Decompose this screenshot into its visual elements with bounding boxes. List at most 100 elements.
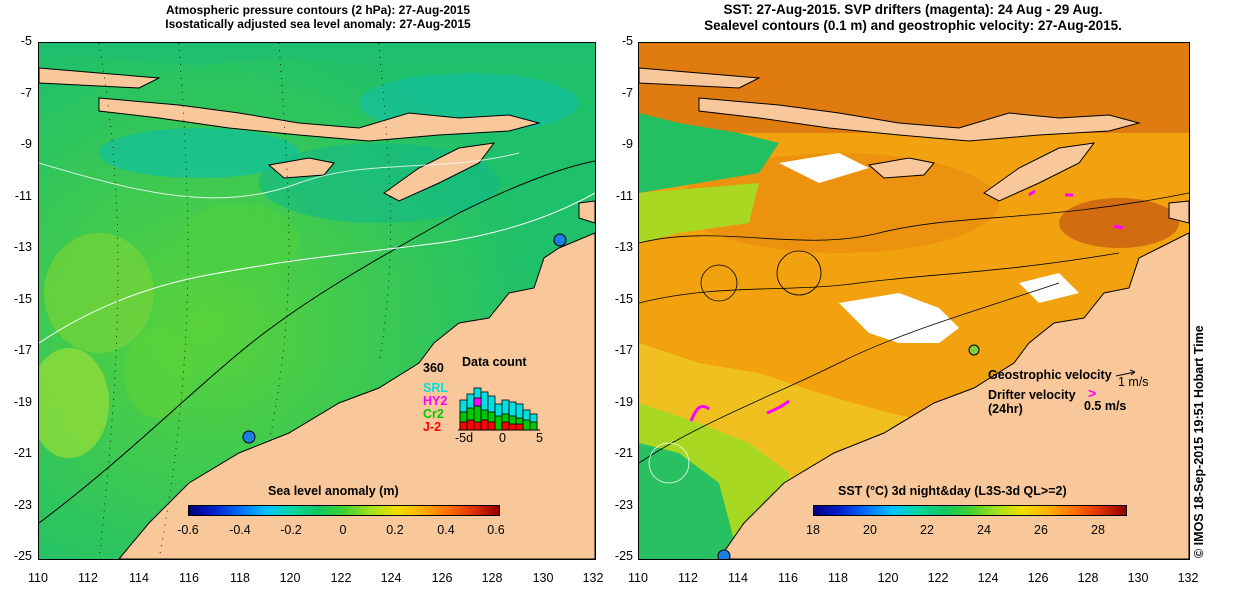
left-ytick: -15 (13, 292, 32, 306)
data-count-series-srl: SRL (423, 381, 448, 395)
left-xtick: 118 (230, 571, 250, 585)
left-title-line1: Atmospheric pressure contours (2 hPa): 2… (165, 3, 471, 17)
sst-colorbar-title: SST (°C) 3d night&day (L3S-3d QL>=2) (838, 484, 1067, 498)
sst-colorbar-tick: 24 (977, 523, 991, 537)
left-ytick: -11 (14, 189, 32, 203)
sla-colorbar (188, 505, 500, 516)
data-count-histogram (458, 387, 540, 431)
tide-gauge-marker (242, 430, 256, 444)
geostrophic-velocity-scale: 1 m/s (1118, 375, 1149, 389)
geostrophic-velocity-legend: Geostrophic velocity (988, 368, 1112, 382)
data-count-series-hy2: HY2 (423, 394, 448, 408)
sea-level-anomaly-map (38, 42, 596, 560)
right-ytick: -11 (615, 189, 633, 203)
left-xtick: 130 (532, 571, 554, 585)
lesser-sunda-left (98, 97, 541, 142)
data-count-xtick: 0 (499, 431, 506, 445)
sla-colorbar-tick: 0 (339, 523, 347, 537)
left-xtick: 126 (431, 571, 453, 585)
sla-colorbar-tick: -0.6 (177, 523, 199, 537)
sst-colorbar (813, 505, 1127, 516)
right-xtick: 132 (1177, 571, 1199, 585)
right-xtick: 126 (1027, 571, 1049, 585)
left-ytick: -13 (13, 240, 32, 254)
right-ytick: -17 (614, 343, 633, 357)
left-title-line2: Isostatically adjusted sea level anomaly… (165, 17, 471, 31)
sst-map (638, 42, 1190, 560)
right-xtick: 118 (828, 571, 848, 585)
right-ytick: -25 (614, 549, 633, 563)
right-title-line2: Sealevel contours (0.1 m) and geostrophi… (704, 18, 1122, 33)
right-ytick: -13 (614, 240, 633, 254)
right-ytick: -7 (621, 86, 633, 100)
sst-colorbar-tick: 26 (1034, 523, 1048, 537)
left-xtick: 116 (179, 571, 199, 585)
data-count-title: Data count (462, 355, 527, 369)
right-xtick: 110 (628, 571, 648, 585)
sla-colorbar-tick: -0.4 (229, 523, 251, 537)
sst-colorbar-tick: 20 (863, 523, 877, 537)
left-xtick: 132 (582, 571, 604, 585)
sumba-island-left (267, 157, 335, 179)
data-count-series-cr2: Cr2 (423, 407, 444, 421)
sla-colorbar-title: Sea level anomaly (m) (268, 484, 399, 498)
right-ytick: -23 (614, 498, 633, 512)
left-ytick: -17 (13, 343, 32, 357)
right-xtick: 116 (778, 571, 798, 585)
left-xtick: 124 (380, 571, 402, 585)
north-island-left (578, 200, 595, 224)
data-count-xtick: -5d (455, 431, 474, 445)
java-left (39, 67, 161, 89)
right-xtick: 128 (1077, 571, 1099, 585)
geostrophic-arrow-icon (1115, 369, 1136, 377)
drifter-velocity-scale: 0.5 m/s (1084, 399, 1127, 413)
left-xtick: 110 (28, 571, 48, 585)
right-xtick: 124 (977, 571, 999, 585)
sla-colorbar-tick: 0.2 (386, 523, 404, 537)
sla-colorbar-tick: -0.2 (280, 523, 302, 537)
java-right (639, 67, 761, 89)
australia-land-right (718, 232, 1189, 559)
australia-land-left (118, 232, 595, 559)
left-xtick: 120 (279, 571, 301, 585)
north-island-right (1168, 200, 1189, 224)
imos-credit: © IMOS 18-Sep-2015 19:51 Hobart Time (1192, 325, 1206, 558)
sla-colorbar-tick: 0.6 (487, 523, 505, 537)
right-ytick: -15 (614, 292, 633, 306)
drifter-velocity-legend-period: (24hr) (988, 402, 1023, 416)
drifter-velocity-legend: Drifter velocity (988, 388, 1076, 402)
timor-island-right (983, 142, 1096, 202)
right-ytick: -9 (621, 137, 633, 151)
sst-colorbar-tick: 28 (1091, 523, 1105, 537)
tide-gauge-marker (717, 549, 731, 559)
sst-colorbar-tick: 22 (920, 523, 934, 537)
right-xtick: 114 (728, 571, 748, 585)
left-ytick: -23 (13, 498, 32, 512)
right-ytick: -5 (621, 34, 633, 48)
right-ytick: -21 (614, 446, 633, 460)
drifter-arrow-icon: > (1088, 385, 1097, 401)
right-xtick: 120 (877, 571, 899, 585)
right-xtick: 130 (1127, 571, 1149, 585)
data-count-xtick: 5 (536, 431, 543, 445)
left-ytick: -21 (13, 446, 32, 460)
right-xtick: 122 (927, 571, 949, 585)
sumba-island-right (867, 157, 935, 179)
left-ytick: -5 (20, 34, 32, 48)
right-title-line1: SST: 27-Aug-2015. SVP drifters (magenta)… (723, 2, 1103, 17)
left-ytick: -9 (20, 137, 32, 151)
left-xtick: 114 (129, 571, 149, 585)
left-ytick: -19 (13, 395, 32, 409)
sst-colorbar-tick: 18 (806, 523, 820, 537)
left-xtick: 112 (78, 571, 98, 585)
data-count-ymax: 360 (423, 361, 444, 375)
right-xtick: 112 (678, 571, 698, 585)
left-ytick: -7 (20, 86, 32, 100)
tide-gauge-marker (968, 344, 980, 356)
sla-colorbar-tick: 0.4 (437, 523, 455, 537)
data-count-series-j2: J-2 (423, 420, 442, 434)
left-xtick: 122 (330, 571, 352, 585)
right-ytick: -19 (614, 395, 633, 409)
left-xtick: 128 (481, 571, 503, 585)
left-ytick: -25 (13, 549, 32, 563)
